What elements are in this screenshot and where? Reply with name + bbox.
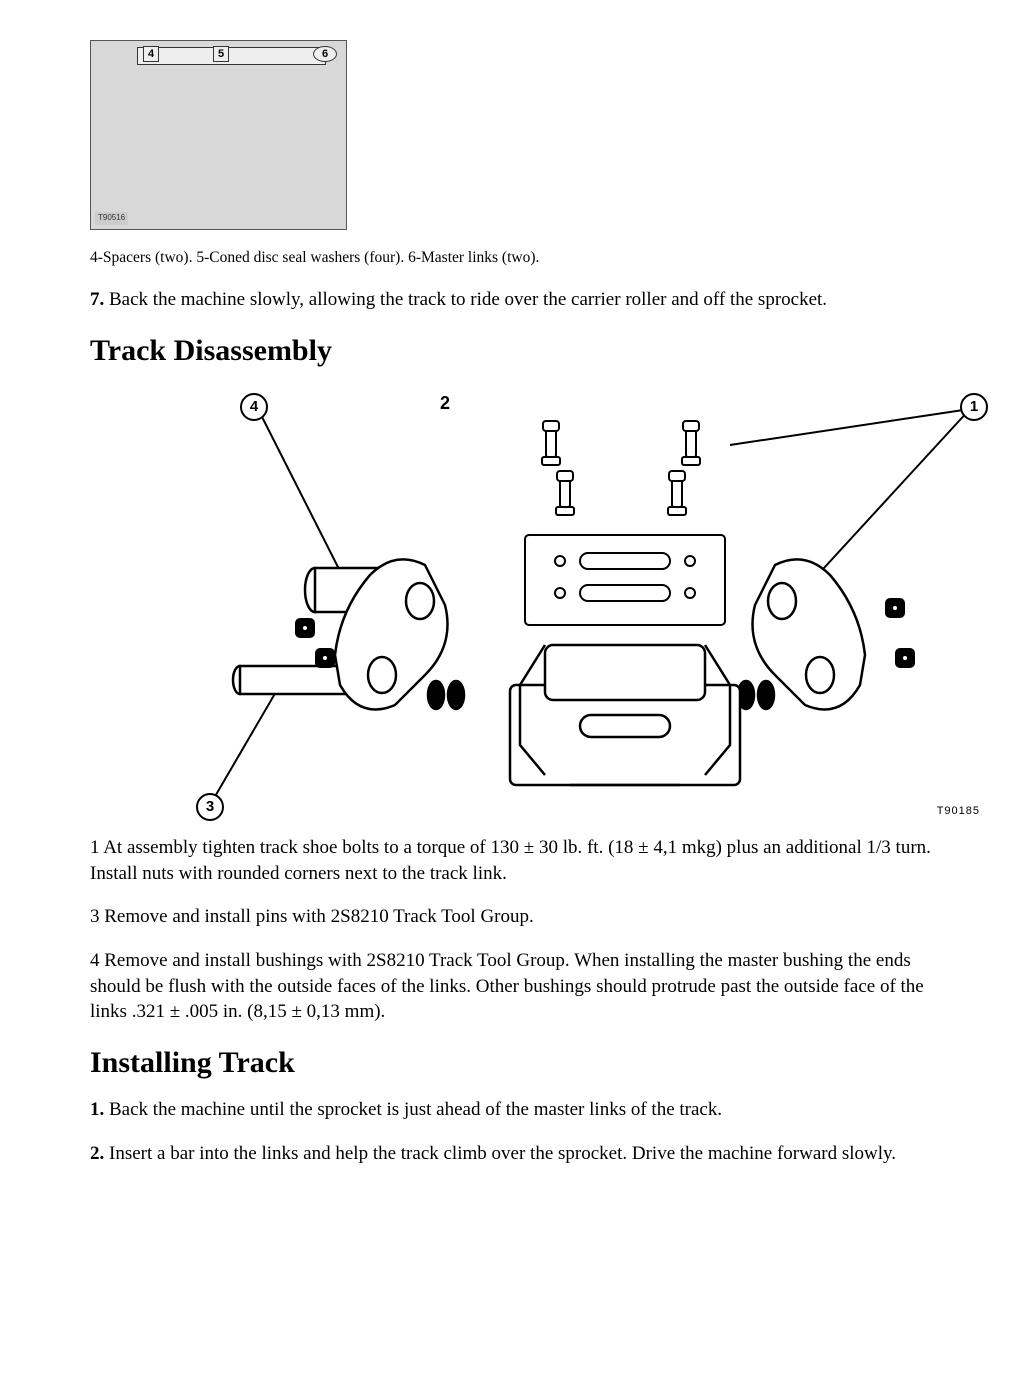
step-2: 2. Insert a bar into the links and help … <box>90 1141 934 1167</box>
photo-caption: 4-Spacers (two). 5-Coned disc seal washe… <box>90 248 934 269</box>
photo-corner-code: T90516 <box>95 212 128 225</box>
diagram-figcode: T90185 <box>937 804 980 819</box>
photo-labelbar <box>137 47 326 65</box>
photo-callout-5: 5 <box>213 46 229 62</box>
master-link-photo: 4 5 6 T90516 <box>90 40 347 230</box>
step-1-num: 1. <box>90 1099 104 1120</box>
track-exploded-diagram: 4 2 1 3 T90185 <box>150 385 990 825</box>
note-3: 3 Remove and install pins with 2S8210 Tr… <box>90 904 934 930</box>
heading-track-disassembly: Track Disassembly <box>90 331 934 372</box>
photo-callout-6: 6 <box>313 46 337 62</box>
step-1: 1. Back the machine until the sprocket i… <box>90 1097 934 1123</box>
diagram-svg <box>150 385 990 825</box>
step-7-text: Back the machine slowly, allowing the tr… <box>104 289 827 310</box>
photo-callout-4: 4 <box>143 46 159 62</box>
step-1-text: Back the machine until the sprocket is j… <box>104 1099 722 1120</box>
diagram-callout-4: 4 <box>240 393 268 421</box>
heading-installing-track: Installing Track <box>90 1043 934 1084</box>
diagram-callout-3: 3 <box>196 793 224 821</box>
note-1: 1 At assembly tighten track shoe bolts t… <box>90 835 934 886</box>
step-7-num: 7. <box>90 289 104 310</box>
step-7: 7. Back the machine slowly, allowing the… <box>90 287 934 313</box>
diagram-callout-1: 1 <box>960 393 988 421</box>
note-4: 4 Remove and install bushings with 2S821… <box>90 948 934 1025</box>
diagram-callout-2: 2 <box>440 391 450 415</box>
step-2-num: 2. <box>90 1143 104 1164</box>
step-2-text: Insert a bar into the links and help the… <box>104 1143 896 1164</box>
